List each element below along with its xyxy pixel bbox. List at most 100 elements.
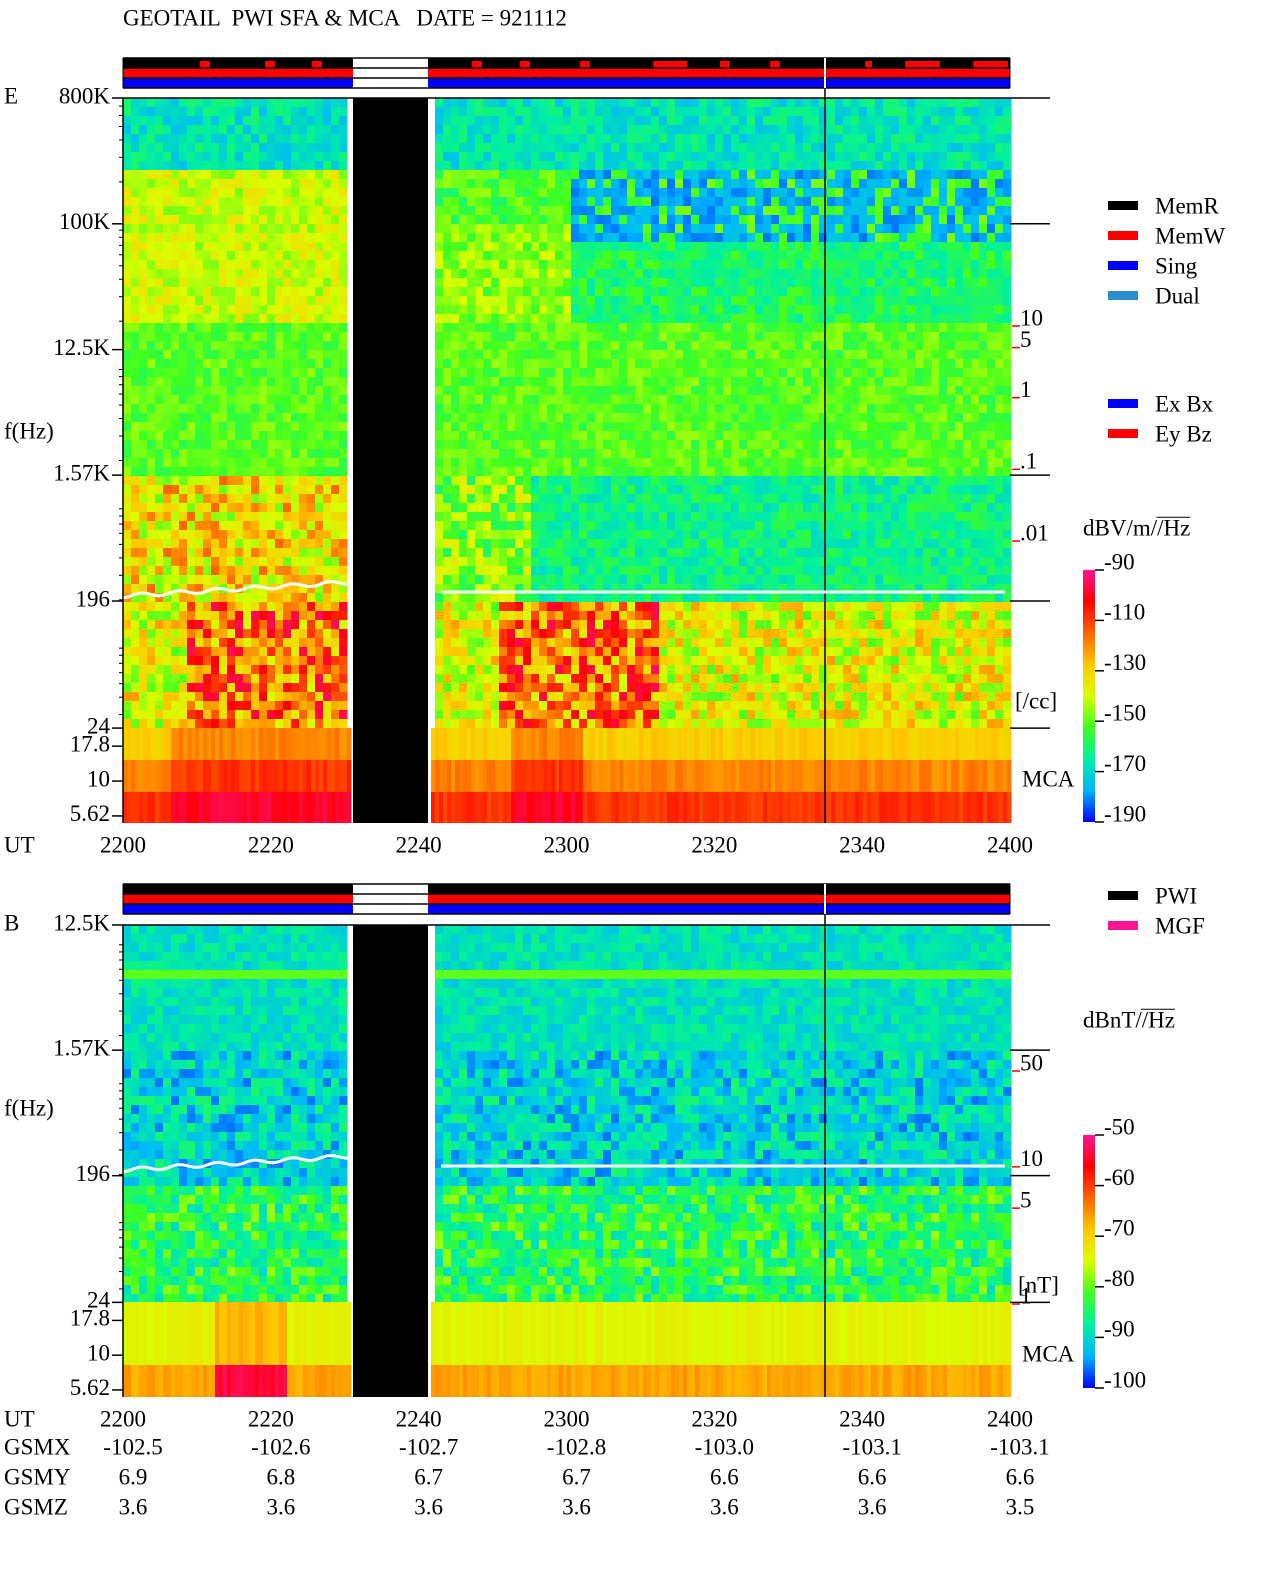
spectrogram-cell (795, 179, 804, 189)
spectrogram-cell (891, 116, 900, 126)
spectrogram-cell (667, 503, 676, 513)
spectrogram-cell (619, 521, 628, 531)
spectrogram-cell (451, 494, 460, 504)
spectrogram-cell (635, 494, 644, 504)
spectrogram-cell (611, 404, 620, 414)
spectrogram-cell (499, 485, 508, 495)
spectrogram-cell (563, 260, 572, 270)
spectrogram-cell (475, 224, 484, 234)
spectrogram-cell (659, 458, 668, 468)
spectrogram-cell (635, 116, 644, 126)
spectrogram-cell (931, 161, 940, 171)
spectrogram-cell (483, 413, 492, 423)
spectrogram-cell (931, 152, 940, 162)
spectrogram-cell (211, 251, 220, 261)
spectrogram-cell (243, 494, 252, 504)
spectrogram-cell (507, 359, 516, 369)
spectrogram-cell (811, 296, 820, 306)
spectrogram-cell (755, 413, 764, 423)
spectrogram-cell (339, 404, 348, 414)
spectrogram-cell (539, 386, 548, 396)
spectrogram-cell (835, 134, 844, 144)
spectrogram-cell (163, 314, 172, 324)
spectrogram-cell (531, 323, 540, 333)
spectrogram-cell (675, 278, 684, 288)
spectrogram-cell (523, 440, 532, 450)
spectrogram-cell (515, 296, 524, 306)
spectrogram-cell (771, 485, 780, 495)
spectrogram-cell (563, 512, 572, 522)
spectrogram-cell (475, 350, 484, 360)
spectrogram-cell (443, 422, 452, 432)
spectrogram-cell (659, 170, 668, 180)
spectrogram-cell (579, 134, 588, 144)
spectrogram-cell (307, 368, 316, 378)
spectrogram-cell (155, 350, 164, 360)
spectrogram-cell (563, 224, 572, 234)
spectrogram-cell (195, 224, 204, 234)
spectrogram-cell (707, 260, 716, 270)
spectrogram-cell (523, 116, 532, 126)
spectrogram-cell (603, 233, 612, 243)
spectrogram-cell (467, 377, 476, 387)
spectrogram-cell (587, 170, 596, 180)
spectrogram-cell (971, 98, 980, 108)
spectrogram-cell (891, 530, 900, 540)
spectrogram-cell (579, 143, 588, 153)
spectrogram-cell (939, 161, 948, 171)
spectrogram-cell (627, 503, 636, 513)
spectrogram-cell (163, 215, 172, 225)
spectrogram-cell (867, 359, 876, 369)
spectrogram-cell (579, 512, 588, 522)
spectrogram-cell (931, 197, 940, 207)
spectrogram-cell (667, 359, 676, 369)
spectrogram-cell (787, 233, 796, 243)
spectrogram-cell (635, 170, 644, 180)
spectrogram-cell (483, 125, 492, 135)
spectrogram-cell (611, 206, 620, 216)
spectrogram-cell (787, 494, 796, 504)
spectrogram-cell (315, 224, 324, 234)
spectrogram-cell (659, 359, 668, 369)
spectrogram-cell (171, 449, 180, 459)
spectrogram-cell (995, 260, 1004, 270)
spectrogram-cell (747, 134, 756, 144)
spectrogram-cell (803, 431, 812, 441)
spectrogram-cell (483, 476, 492, 486)
spectrogram-cell (883, 494, 892, 504)
spectrogram-cell (971, 116, 980, 126)
spectrogram-cell (771, 476, 780, 486)
spectrogram-cell (947, 98, 956, 108)
spectrogram-cell (779, 206, 788, 216)
spectrogram-cell (787, 125, 796, 135)
spectrogram-cell (683, 116, 692, 126)
spectrogram-cell (939, 98, 948, 108)
spectrogram-cell (187, 125, 196, 135)
spectrogram-cell (179, 512, 188, 522)
spectrogram-cell (595, 233, 604, 243)
spectrogram-cell (307, 359, 316, 369)
spectrogram-cell (531, 179, 540, 189)
spectrogram-cell (315, 431, 324, 441)
spectrogram-cell (227, 449, 236, 459)
spectrogram-cell (195, 530, 204, 540)
spectrogram-cell (835, 107, 844, 117)
spectrogram-cell (211, 188, 220, 198)
spectrogram-cell (995, 305, 1004, 315)
spectrogram-cell (451, 116, 460, 126)
spectrogram-cell (459, 278, 468, 288)
spectrogram-cell (595, 485, 604, 495)
spectrogram-cell (723, 161, 732, 171)
spectrogram-cell (515, 323, 524, 333)
spectrogram-cell (267, 377, 276, 387)
spectrogram-cell (235, 161, 244, 171)
spectrogram-cell (883, 449, 892, 459)
spectrogram-cell (139, 368, 148, 378)
spectrogram-cell (539, 170, 548, 180)
spectrogram-cell (275, 224, 284, 234)
spectrogram-cell (867, 458, 876, 468)
spectrogram-cell (651, 350, 660, 360)
spectrogram-cell (507, 296, 516, 306)
spectrogram-cell (555, 413, 564, 423)
spectrogram-cell (939, 395, 948, 405)
